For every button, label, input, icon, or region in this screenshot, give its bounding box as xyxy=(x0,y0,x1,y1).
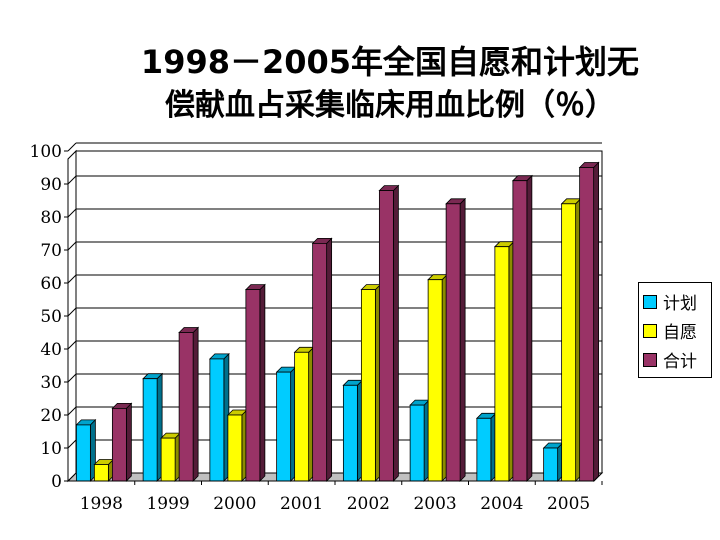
y-tick-label: 10 xyxy=(40,439,62,459)
gridline-side xyxy=(67,340,77,350)
bar-side xyxy=(326,237,333,482)
bar-1999-2 xyxy=(178,332,194,482)
legend-item: 自愿 xyxy=(643,316,707,345)
gridline-side xyxy=(67,406,77,416)
x-tick-label: 1999 xyxy=(146,494,189,514)
x-tick-label: 2002 xyxy=(347,494,390,514)
gridline-side xyxy=(67,439,77,449)
bar-side xyxy=(392,184,399,482)
bar-2001-2 xyxy=(312,242,328,482)
legend-item: 计划 xyxy=(643,287,707,316)
bar-2001-1 xyxy=(294,351,310,482)
chart-title: 1998－2005年全国自愿和计划无 偿献血占采集临床用血比例（％） xyxy=(0,40,720,128)
bar-2001-0 xyxy=(276,371,292,482)
y-tick-label: 30 xyxy=(40,373,62,393)
y-tick-label: 80 xyxy=(40,208,62,228)
bar-1999-0 xyxy=(142,378,158,482)
x-tick-label: 2005 xyxy=(547,494,590,514)
legend-swatch xyxy=(643,352,657,367)
bar-1998-2 xyxy=(111,407,127,482)
x-tick-label: 2001 xyxy=(280,494,323,514)
legend-label: 合计 xyxy=(663,352,697,372)
gridline-side xyxy=(67,241,77,251)
bar-2002-2 xyxy=(378,190,394,482)
gridline-side xyxy=(67,274,77,284)
bar-2005-0 xyxy=(543,447,559,482)
x-tick-label: 2000 xyxy=(213,494,256,514)
gridline-side xyxy=(67,373,77,383)
chart-legend: 计划 自愿 合计 xyxy=(638,282,712,378)
bar-side xyxy=(526,174,533,482)
bar-2002-1 xyxy=(360,289,376,482)
legend-item: 合计 xyxy=(643,345,707,374)
gridline-side xyxy=(67,208,77,218)
legend-label: 自愿 xyxy=(663,323,697,343)
y-tick-label: 100 xyxy=(30,142,62,162)
gridline-side xyxy=(67,307,77,317)
bar-side xyxy=(593,161,600,482)
y-tick-label: 70 xyxy=(40,241,62,261)
y-tick-label: 60 xyxy=(40,274,62,294)
y-tick-label: 90 xyxy=(40,175,62,195)
bar-2003-2 xyxy=(445,203,461,482)
bar-2003-1 xyxy=(427,279,443,482)
x-tick-label: 1998 xyxy=(80,494,123,514)
x-tick-label: 2004 xyxy=(480,494,523,514)
bar-2000-2 xyxy=(245,289,261,482)
bar-1998-0 xyxy=(75,424,91,482)
bar-side xyxy=(192,326,199,482)
gridline-side xyxy=(67,175,77,185)
bar-2004-2 xyxy=(512,180,528,482)
bar-2000-0 xyxy=(209,358,225,482)
bar-1998-1 xyxy=(93,464,109,482)
bar-2004-0 xyxy=(476,417,492,482)
bar-2000-1 xyxy=(227,414,243,482)
y-tick-label: 20 xyxy=(40,406,62,426)
y-tick-label: 0 xyxy=(51,472,62,492)
bar-2004-1 xyxy=(494,246,510,482)
chart-title-line-1: 1998－2005年全国自愿和计划无 xyxy=(140,43,640,81)
bar-side xyxy=(259,283,266,482)
bar-2003-0 xyxy=(409,404,425,482)
legend-swatch xyxy=(643,323,657,338)
bar-side xyxy=(459,197,466,482)
chart-side-wall xyxy=(67,149,77,483)
bar-2002-0 xyxy=(342,384,358,482)
x-tick-label: 2003 xyxy=(413,494,456,514)
y-tick-label: 40 xyxy=(40,340,62,360)
bar-2005-1 xyxy=(561,203,577,482)
chart-title-line-2: 偿献血占采集临床用血比例（％） xyxy=(165,88,615,123)
legend-label: 计划 xyxy=(663,294,697,314)
legend-swatch xyxy=(643,294,657,309)
bar-side xyxy=(125,402,132,482)
y-tick-label: 50 xyxy=(40,307,62,327)
gridline-side xyxy=(67,142,77,152)
bar-2005-2 xyxy=(579,167,595,482)
bar-1999-1 xyxy=(160,437,176,482)
